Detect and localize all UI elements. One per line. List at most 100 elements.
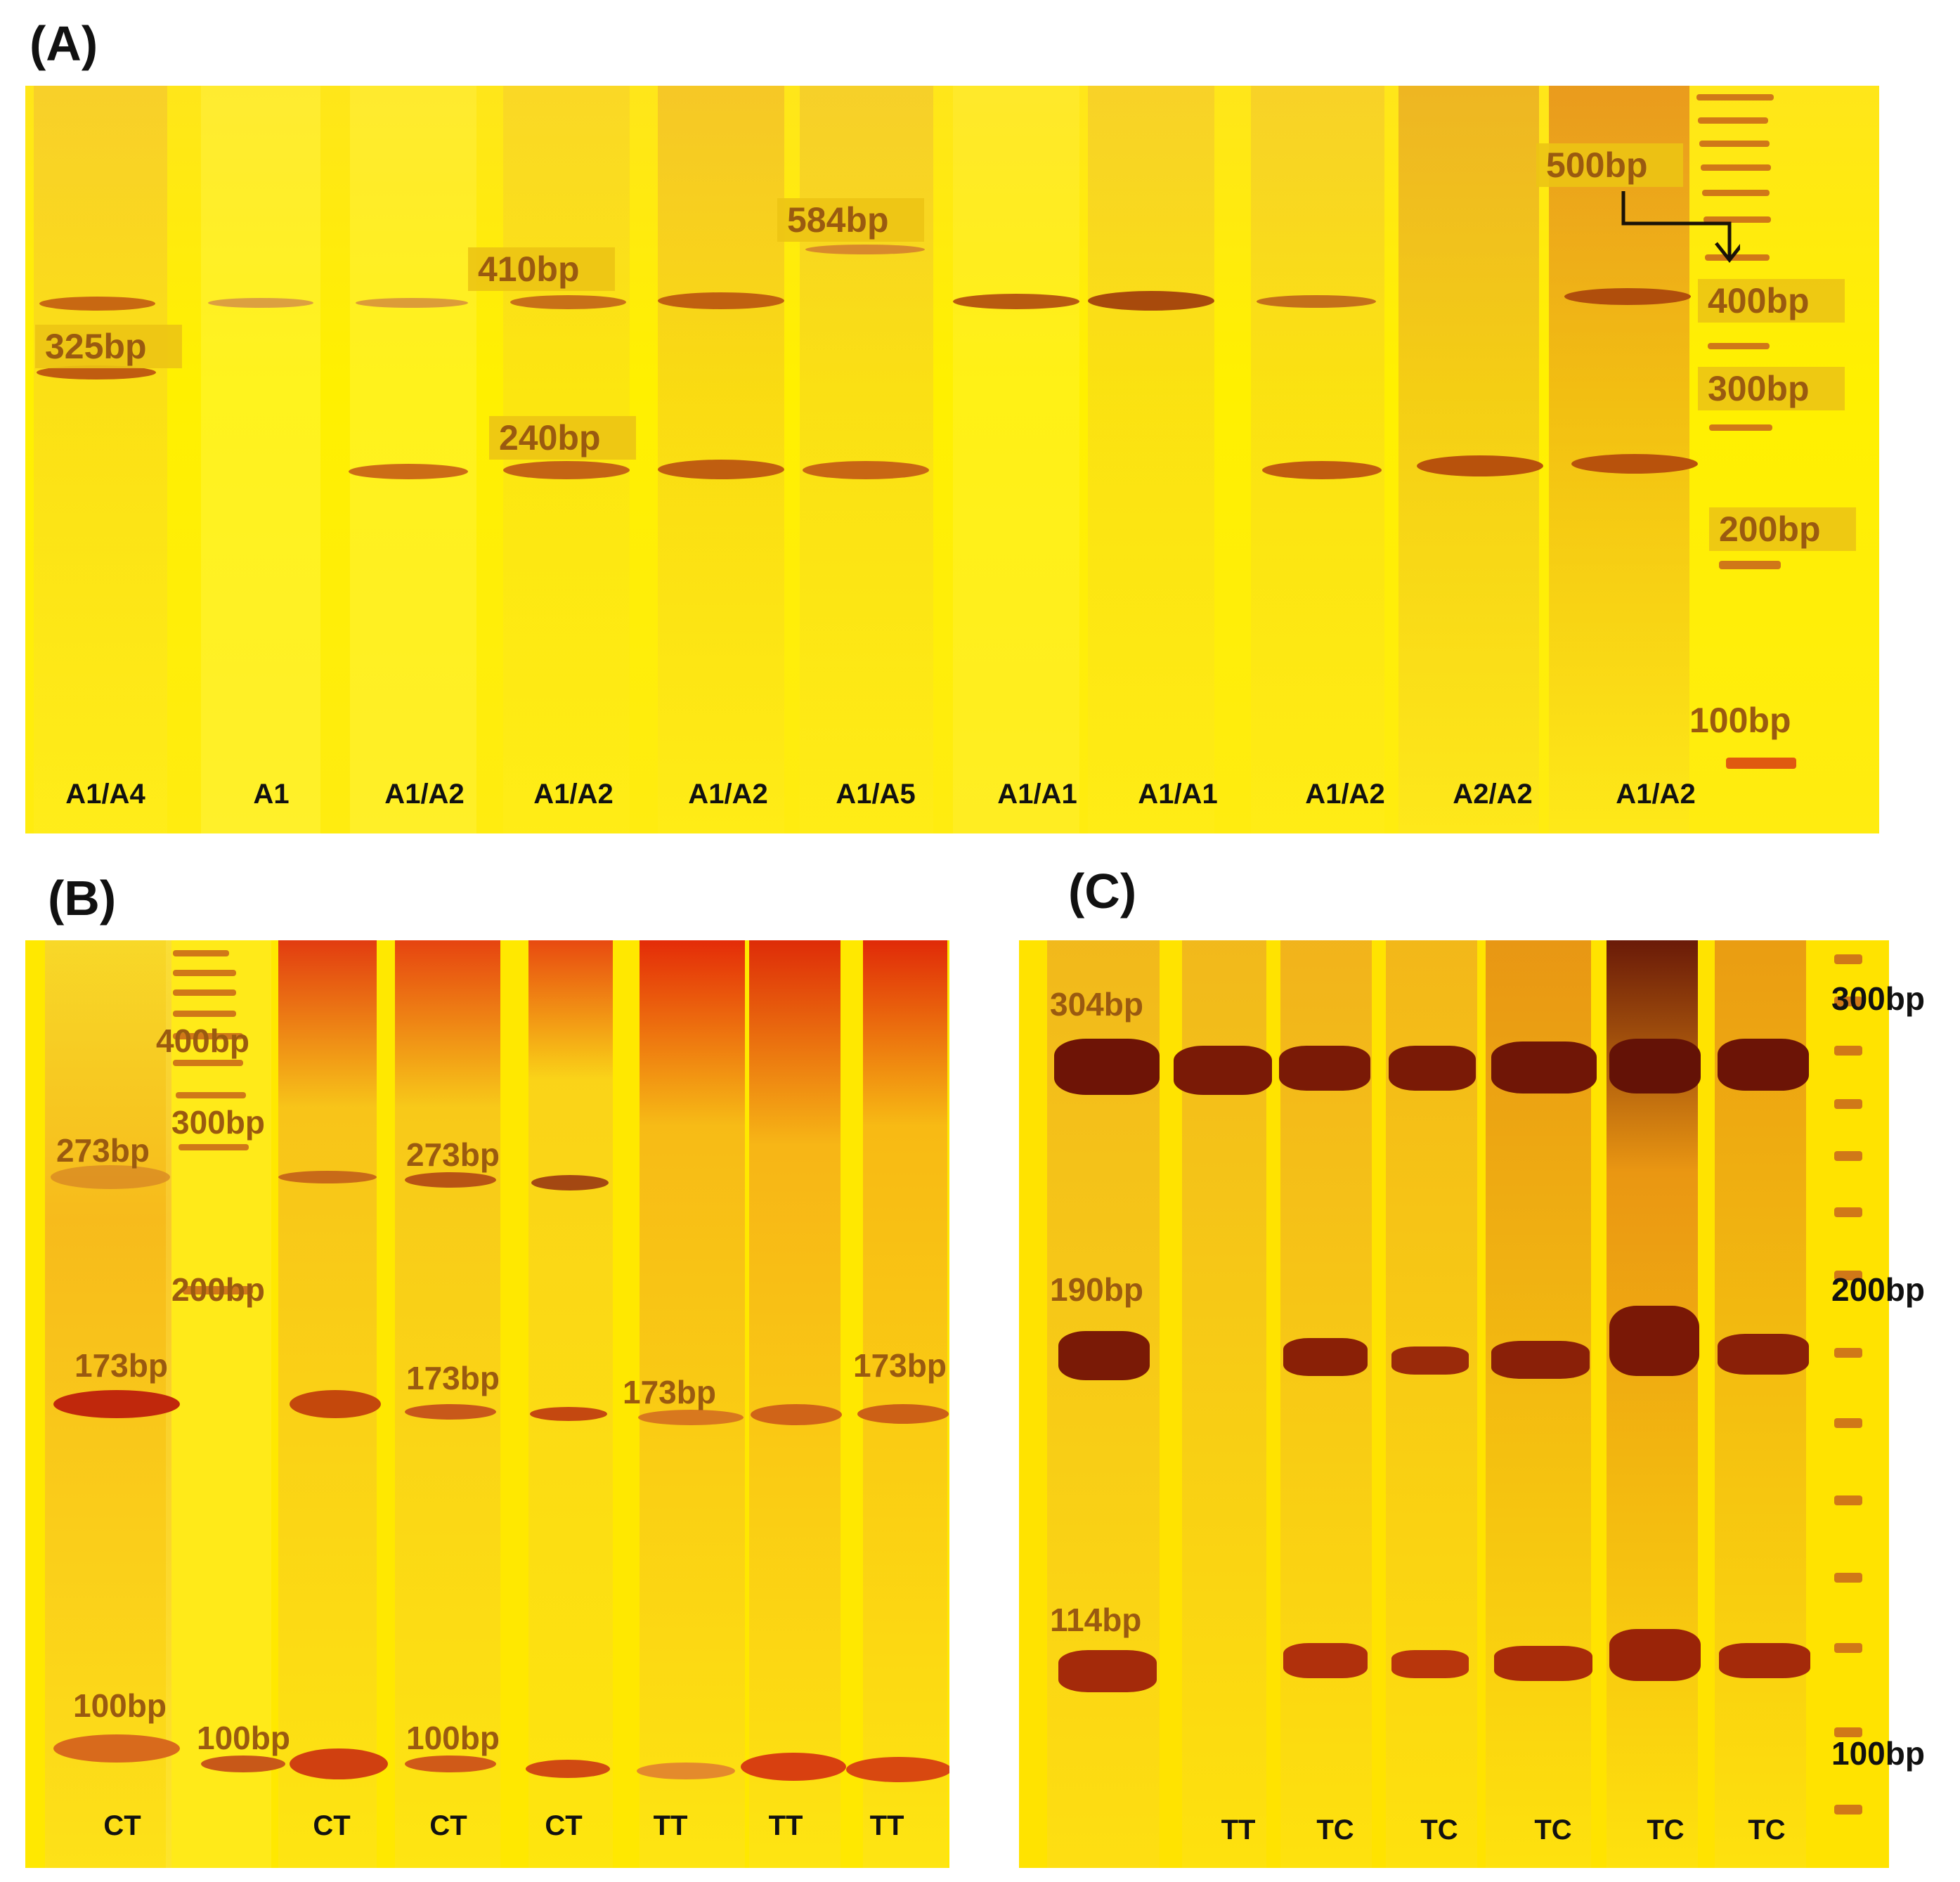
gel-band — [1718, 1334, 1809, 1375]
gel-a-lane-2 — [201, 86, 320, 833]
gel-band — [1609, 1629, 1701, 1681]
band-label-325bp: 325bp — [35, 325, 182, 368]
lane-label: CT — [313, 1810, 351, 1841]
gel-b-lane-5 — [528, 940, 613, 1868]
gel-band — [1564, 288, 1691, 305]
gel-band — [1491, 1041, 1597, 1093]
ladder-band — [173, 950, 229, 956]
ladder-label-100bp: 100bp — [197, 1720, 290, 1756]
lane-label: A1/A2 — [533, 779, 614, 810]
ladder-band — [1703, 216, 1771, 223]
lane-label: A1/A2 — [1616, 779, 1696, 810]
gel-band — [201, 1756, 285, 1772]
gel-band — [53, 1390, 180, 1418]
gel-band — [1391, 1346, 1469, 1375]
gel-band — [290, 1390, 381, 1418]
panel-a-letter: (A) — [30, 16, 98, 71]
gel-band — [1262, 461, 1382, 479]
gel-band — [1571, 454, 1698, 474]
band-label-273bp: 273bp — [406, 1136, 500, 1173]
gel-band — [1389, 1046, 1476, 1091]
band-label-100bp: 100bp — [406, 1720, 500, 1756]
ladder-band — [173, 970, 236, 976]
gel-band — [503, 461, 630, 479]
gel-band — [1494, 1646, 1592, 1681]
band-label-114bp: 114bp — [1050, 1602, 1142, 1638]
ladder-label-200bp: 200bp — [1709, 507, 1856, 551]
gel-a-lane-7 — [953, 86, 1079, 833]
gel-band — [290, 1748, 388, 1779]
panel-b-letter: (B) — [48, 871, 117, 926]
gel-band — [846, 1757, 949, 1782]
gel-band — [741, 1753, 846, 1781]
ladder-band — [173, 1033, 243, 1039]
ladder-band — [1702, 190, 1770, 196]
gel-c-lane-2 — [1182, 940, 1266, 1868]
ladder-band — [1834, 1271, 1862, 1280]
gel-band — [751, 1404, 842, 1425]
ladder-band — [1726, 758, 1796, 769]
ladder-band — [1701, 164, 1771, 171]
gel-band — [1058, 1650, 1157, 1692]
band-label-173bp: 173bp — [853, 1347, 947, 1384]
lane-label: CT — [429, 1810, 467, 1841]
ladder-band — [1834, 997, 1862, 1006]
lane-label: TC — [1748, 1815, 1786, 1845]
gel-band — [53, 1734, 180, 1763]
ladder-label-300bp: 300bp — [171, 1104, 265, 1141]
gel-band — [37, 365, 156, 379]
ladder-band — [1834, 1348, 1862, 1358]
ladder-band — [1705, 254, 1770, 261]
lane-label: A1 — [253, 779, 290, 810]
band-label-173bp: 173bp — [74, 1347, 168, 1384]
band-label-410bp: 410bp — [468, 247, 615, 291]
ladder-label-100bp: 100bp — [1689, 701, 1791, 740]
band-label-100bp: 100bp — [73, 1687, 167, 1724]
gel-band — [1058, 1331, 1150, 1380]
ladder-band — [1709, 424, 1772, 431]
gel-band — [1283, 1643, 1368, 1678]
ladder-label-100bp: 100bp — [1831, 1735, 1925, 1772]
gel-band — [51, 1165, 170, 1189]
gel-band — [1279, 1046, 1370, 1091]
gel-band — [405, 1404, 496, 1420]
ladder-label-400bp: 400bp — [156, 1023, 249, 1059]
gel-image-c: 304bp 190bp 114bp TT TC TC TC TC TC — [1019, 940, 1889, 1868]
gel-image-a: 325bp 410bp 584bp 240bp 500bp 400bp 300b… — [25, 86, 1879, 833]
gel-band — [658, 292, 784, 309]
gel-band — [510, 295, 626, 309]
lane-label: A1/A4 — [65, 779, 145, 810]
ladder-band — [173, 989, 236, 996]
gel-image-b: 273bp 173bp 100bp 400bp 300bp 200bp 100b… — [25, 940, 949, 1868]
gel-band — [637, 1763, 735, 1779]
gel-a-lane-4 — [503, 86, 630, 833]
arrow-icon — [1621, 191, 1740, 264]
gel-band — [1417, 455, 1543, 476]
ladder-band — [179, 1144, 249, 1150]
lane-label: CT — [103, 1810, 141, 1841]
band-label-173bp: 173bp — [623, 1374, 716, 1410]
lane-label: TC — [1534, 1815, 1572, 1845]
ladder-band — [1699, 141, 1770, 147]
band-label-190bp: 190bp — [1050, 1271, 1143, 1308]
ladder-band — [1834, 1805, 1862, 1815]
lane-label: A1/A5 — [836, 779, 916, 810]
gel-a-lane-8 — [1088, 86, 1214, 833]
ladder-band — [1834, 1099, 1862, 1109]
lane-label: TT — [869, 1810, 904, 1841]
ladder-band — [1834, 1207, 1862, 1217]
gel-band — [349, 464, 468, 479]
gel-band — [1609, 1306, 1699, 1376]
gel-c-lane-6 — [1607, 940, 1698, 1868]
lane-label: A1/A1 — [997, 779, 1077, 810]
band-label-500bp: 500bp — [1536, 143, 1683, 187]
gel-band — [1718, 1039, 1809, 1091]
gel-a-lane-3 — [350, 86, 476, 833]
lane-label: TC — [1420, 1815, 1458, 1845]
lane-label: A1/A2 — [1305, 779, 1385, 810]
gel-band — [1283, 1338, 1368, 1376]
ladder-band — [1719, 561, 1781, 569]
lane-label: A1/A2 — [688, 779, 768, 810]
lane-label: TC — [1647, 1815, 1685, 1845]
ladder-band — [1834, 1643, 1862, 1653]
